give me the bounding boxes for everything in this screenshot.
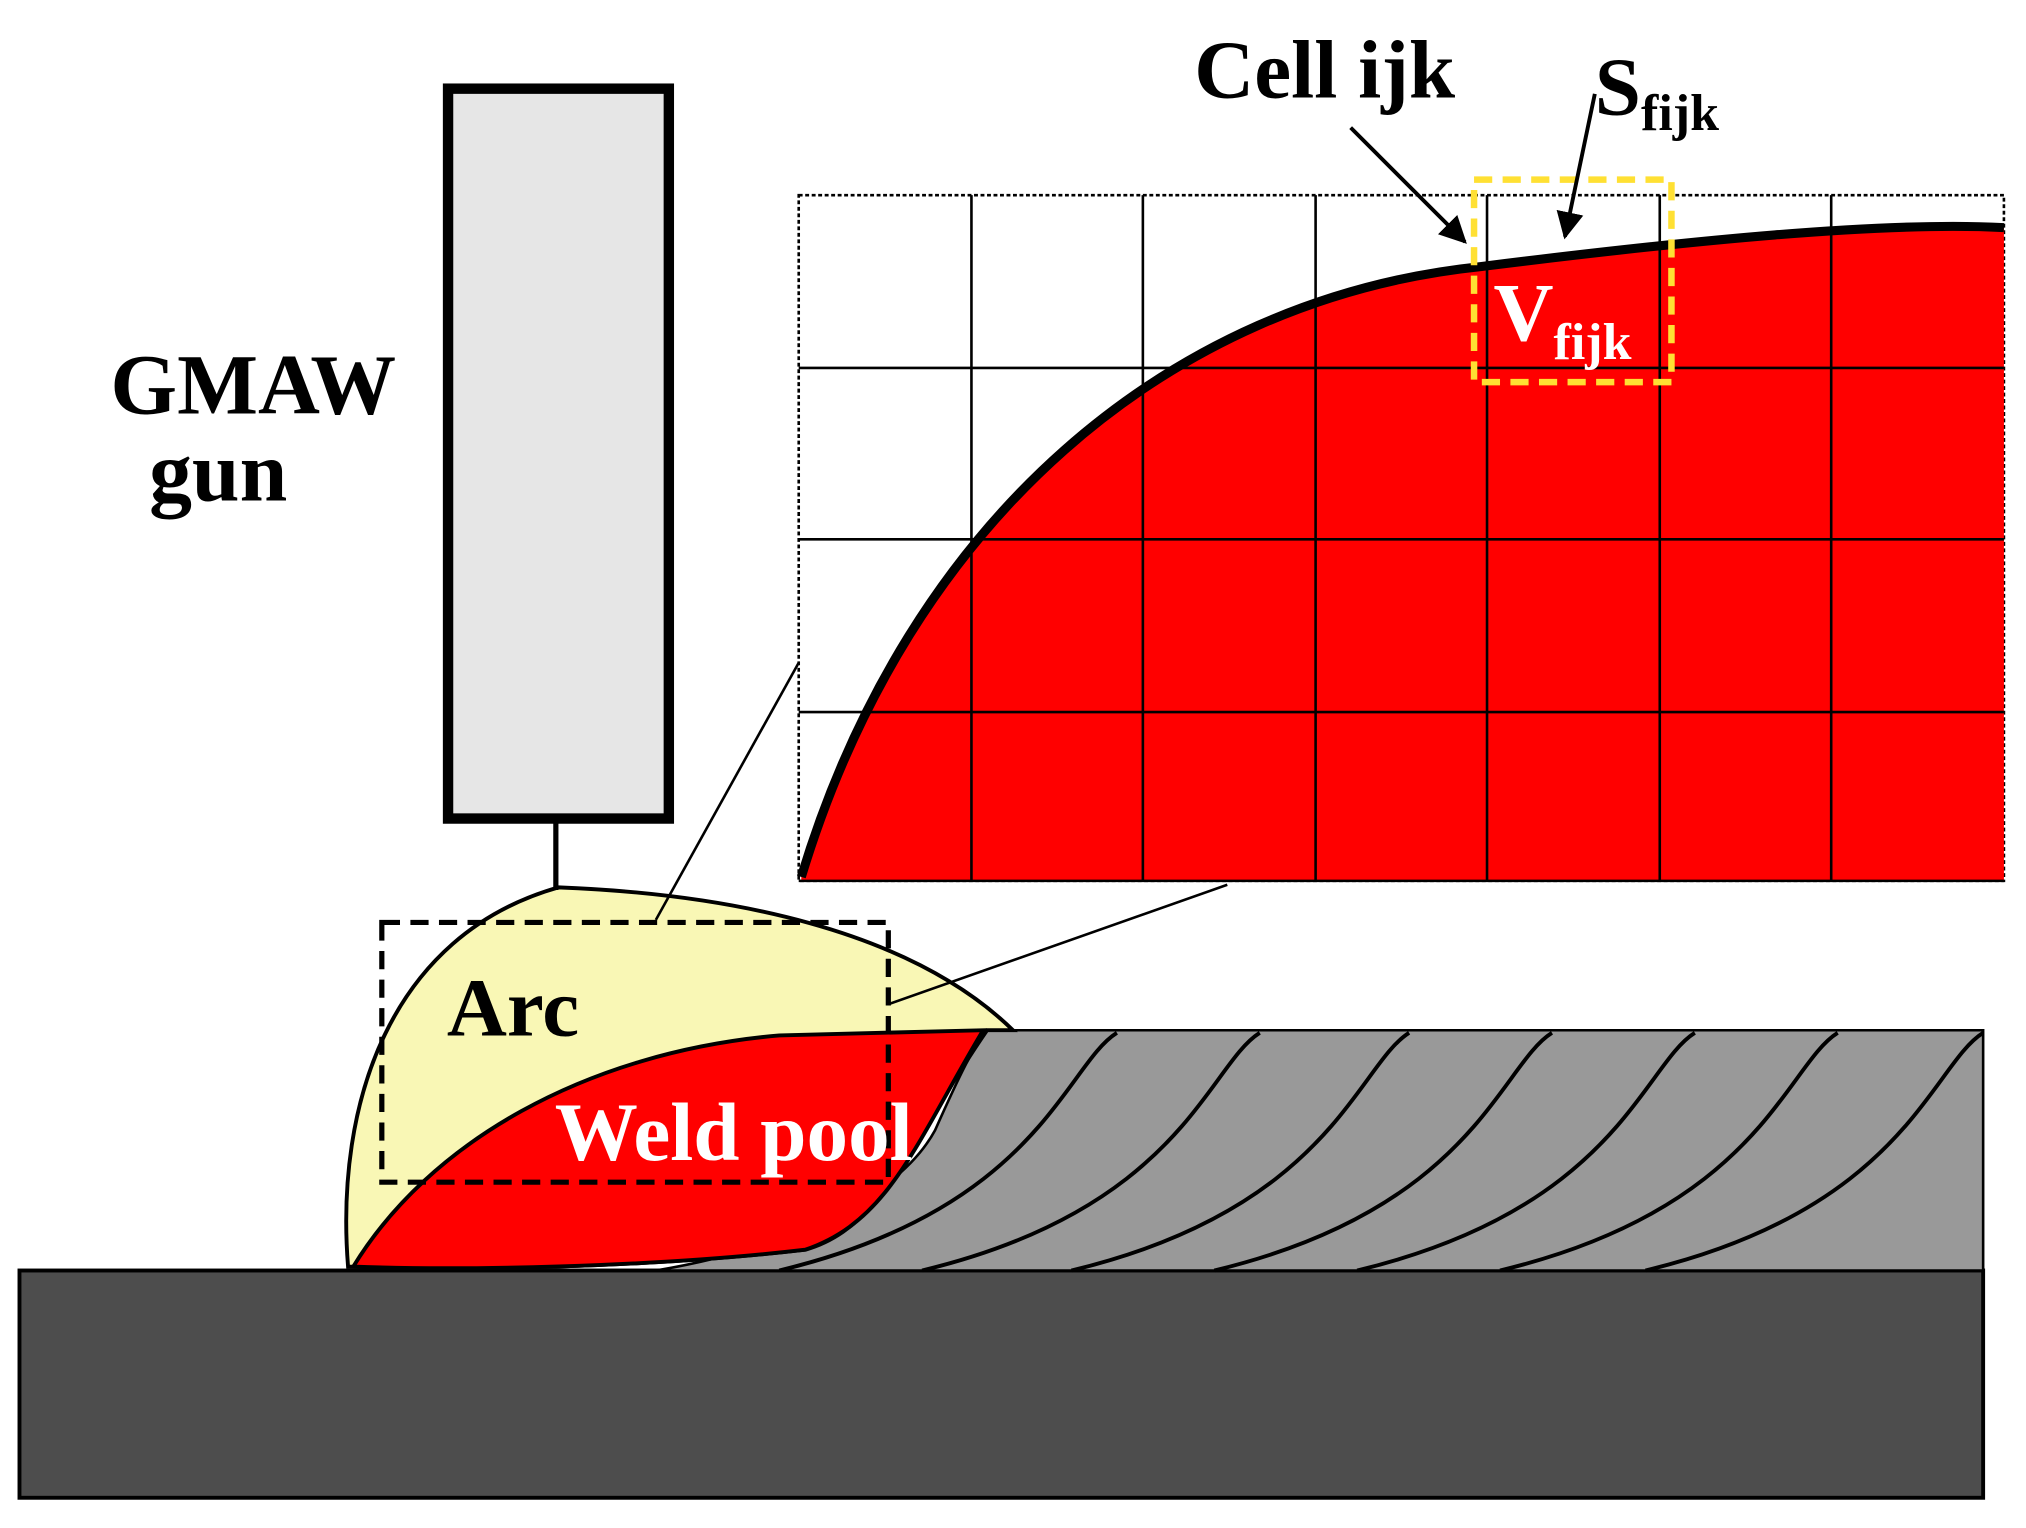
volume-symbol: V	[1494, 267, 1554, 359]
zoom-line	[887, 883, 1228, 1006]
gun-body	[442, 83, 675, 824]
surface-arrow	[1556, 93, 1597, 240]
weld-pool-label: Weld pool	[555, 1086, 913, 1178]
bead-ridges	[778, 1031, 1985, 1273]
surface-subscript: fijk	[1641, 85, 1719, 142]
free-surface	[796, 221, 2005, 879]
zoom-box	[379, 919, 891, 1185]
surface-symbol: S	[1595, 41, 1641, 133]
base-plate	[17, 1268, 1986, 1500]
gun-label: GMAW	[110, 337, 396, 432]
inset-grid	[798, 195, 2004, 883]
cell-arrow	[1349, 126, 1467, 244]
surface-label: Sfijk	[1595, 41, 1719, 143]
volume-subscript: fijk	[1554, 314, 1632, 371]
zoom-line	[654, 662, 800, 921]
arc-label: Arc	[447, 961, 579, 1053]
volume-label: Vfijk	[1494, 267, 1632, 371]
weld-pool	[349, 1028, 987, 1271]
cell-label: Cell ijk	[1194, 24, 1456, 116]
inset-fluid	[801, 226, 2004, 881]
gun-label: gun	[149, 424, 287, 519]
cell-box	[1470, 176, 1675, 386]
